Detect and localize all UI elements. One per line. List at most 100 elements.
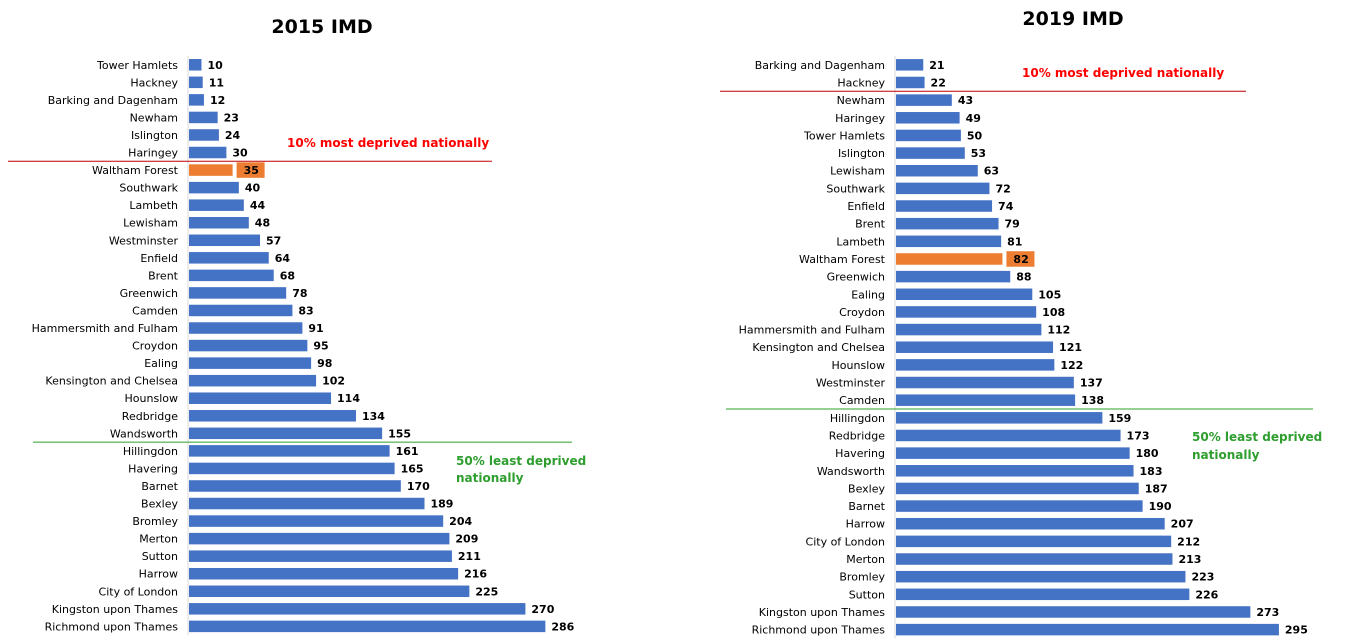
bar: [189, 94, 204, 106]
bar: [189, 59, 202, 71]
bar: [189, 339, 308, 352]
data-label: 83: [298, 304, 313, 317]
bar: [896, 94, 952, 106]
data-label: 286: [551, 620, 574, 633]
category-label: Haringey: [835, 112, 885, 125]
bar: [896, 570, 1186, 583]
category-label: Hackney: [130, 76, 178, 89]
data-label: 79: [1005, 218, 1020, 231]
bar: [189, 567, 459, 580]
category-label: Kingston upon Thames: [759, 606, 886, 619]
bar: [896, 76, 925, 89]
data-label: 159: [1108, 412, 1131, 425]
data-label: 112: [1047, 324, 1070, 337]
category-label: Wandsworth: [817, 465, 885, 478]
bar: [189, 146, 227, 159]
category-label: Hammersmith and Fulham: [739, 324, 885, 337]
data-label: 53: [971, 147, 986, 160]
category-label: Bromley: [839, 571, 885, 584]
category-label: Kensington and Chelsea: [45, 375, 178, 388]
category-label: Brent: [148, 269, 179, 282]
data-label: 21: [929, 59, 944, 72]
data-label: 88: [1016, 271, 1031, 284]
category-label: Barnet: [141, 480, 178, 493]
category-label: Bexley: [141, 498, 178, 511]
bar: [189, 515, 444, 527]
bar: [189, 76, 203, 89]
data-label-box: [1006, 251, 1035, 267]
data-label: 82: [1013, 253, 1028, 266]
category-label: Redbridge: [829, 429, 885, 442]
data-label: 161: [396, 445, 419, 458]
category-label: Kensington and Chelsea: [752, 341, 885, 354]
data-label: 57: [266, 234, 281, 247]
bar: [896, 147, 965, 159]
data-label: 137: [1080, 377, 1103, 390]
category-label: Merton: [139, 533, 178, 546]
bar: [896, 288, 1033, 301]
category-label: Bexley: [848, 482, 885, 495]
bar: [896, 270, 1011, 283]
data-label: 95: [313, 340, 328, 353]
bar: [896, 588, 1190, 601]
bar: [189, 585, 470, 598]
bar: [189, 427, 383, 440]
least-deprived-annotation: 50% least deprived nationally: [1192, 430, 1322, 462]
bar: [896, 59, 924, 71]
chart-title: 2015 IMD: [271, 16, 372, 38]
category-label: Lambeth: [836, 235, 885, 248]
data-label: 108: [1042, 306, 1065, 319]
bar: [189, 129, 219, 141]
category-label: Waltham Forest: [92, 164, 179, 177]
category-label: Enfield: [847, 200, 885, 213]
bar: [896, 623, 1279, 636]
bar: [896, 606, 1251, 618]
category-label: Tower Hamlets: [803, 129, 885, 142]
category-label: Ealing: [144, 357, 178, 370]
data-label: 138: [1081, 394, 1104, 407]
category-label: Barnet: [848, 500, 885, 513]
category-label: Camden: [132, 304, 178, 317]
bar: [896, 376, 1074, 389]
data-label: 102: [322, 375, 345, 388]
bar: [189, 550, 452, 562]
category-label: Barking and Dagenham: [48, 94, 178, 107]
category-label: Southwark: [826, 182, 885, 195]
least-deprived-annotation: 50% least deprived nationally: [456, 454, 586, 485]
bar: [189, 532, 450, 545]
category-label: Sutton: [849, 588, 885, 601]
category-label: Lewisham: [830, 165, 885, 178]
data-label: 204: [449, 515, 472, 528]
bar: [189, 252, 269, 264]
bar: [189, 216, 249, 229]
bar: [896, 394, 1076, 406]
bar: [189, 480, 401, 492]
category-label: Hackney: [837, 76, 885, 89]
data-label: 223: [1191, 571, 1214, 584]
data-label: 226: [1195, 588, 1218, 601]
category-label: Islington: [131, 129, 178, 142]
bar: [189, 234, 261, 247]
data-label: 134: [362, 410, 385, 423]
data-label: 43: [958, 94, 973, 107]
bar: [896, 341, 1054, 353]
category-label: Havering: [128, 462, 178, 475]
data-label: 30: [232, 147, 248, 160]
category-label: Hillingdon: [830, 412, 885, 425]
bar: [189, 462, 395, 475]
data-label: 24: [225, 129, 241, 142]
data-label: 209: [455, 533, 478, 546]
bar: [896, 517, 1165, 530]
category-label: Richmond upon Thames: [752, 624, 886, 637]
bar: [189, 287, 287, 299]
data-label: 78: [292, 287, 307, 300]
bar: [896, 323, 1042, 336]
bar: [189, 410, 356, 422]
category-label: Richmond upon Thames: [45, 620, 179, 633]
category-label: Sutton: [142, 550, 178, 563]
bar: [189, 199, 244, 211]
data-label: 63: [984, 165, 999, 178]
data-label: 173: [1127, 429, 1150, 442]
data-label: 22: [931, 76, 946, 89]
data-label: 180: [1136, 447, 1159, 460]
